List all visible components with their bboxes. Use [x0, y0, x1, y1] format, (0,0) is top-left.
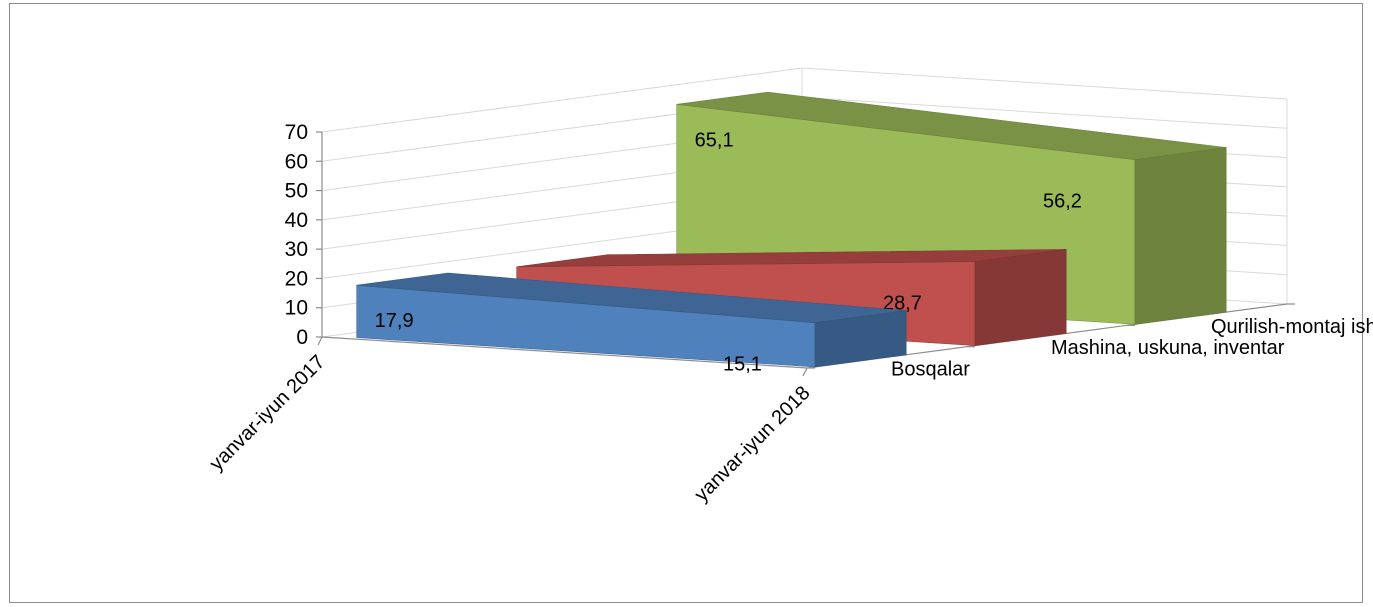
category-tick-mark	[802, 367, 808, 377]
y-tick-label: 70	[285, 121, 308, 144]
y-tick-label: 50	[285, 180, 308, 203]
category-tick-mark	[317, 336, 323, 346]
axes	[317, 132, 1295, 377]
y-tick-label: 0	[296, 326, 308, 349]
data-label: 28,7	[883, 293, 922, 315]
y-tick-label: 40	[285, 209, 308, 232]
category-label: yanvar-iyun 2017	[205, 351, 329, 475]
y-axis-ticks: 0 10 20 30 40 50 60 70	[285, 121, 322, 349]
category-label: yanvar-iyun 2018	[690, 382, 814, 506]
ribbon-end-face	[974, 249, 1067, 346]
series-axis-labels: Bosqalar Mashina, uskuna, inventarQurilis…	[891, 316, 1373, 381]
series-axis-label: Mashina, uskuna, inventar	[1051, 337, 1285, 359]
y-tick-label: 20	[285, 267, 308, 290]
series-ribbon-0: 17,9 15,1	[356, 272, 907, 376]
data-label: 15,1	[723, 354, 762, 376]
series-ribbons: 65,156,216,928,717,915,1	[356, 91, 1227, 376]
y-tick-label: 30	[285, 238, 308, 261]
data-label: 65,1	[695, 129, 734, 151]
ribbon-end-face	[814, 310, 907, 368]
ribbon-end-face	[1134, 147, 1227, 325]
y-tick-label: 60	[285, 150, 308, 173]
series-axis-label: Bosqalar	[891, 359, 970, 381]
data-label: 56,2	[1043, 191, 1082, 213]
y-tick-label: 10	[285, 297, 308, 320]
series-axis-label: Qurilish-montaj ishlari2	[1211, 316, 1373, 338]
data-label: 17,9	[375, 310, 414, 332]
